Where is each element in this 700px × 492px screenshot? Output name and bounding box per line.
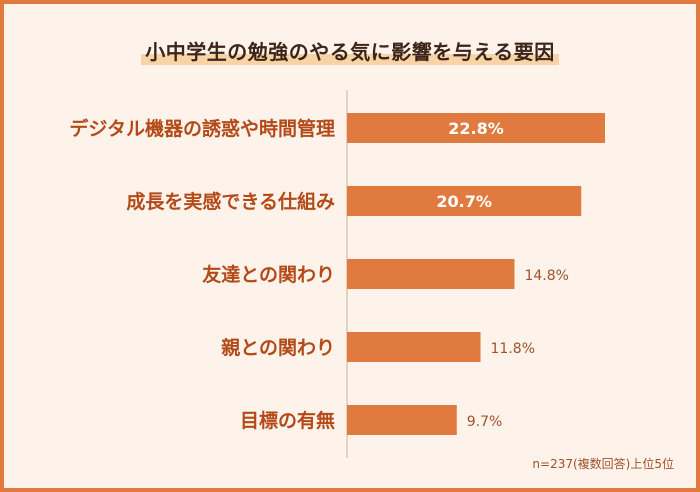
footnote: n=237(複数回答)上位5位 — [532, 457, 674, 471]
bar — [347, 259, 515, 289]
category-label: 親との関わり — [221, 336, 335, 359]
category-label: デジタル機器の誘惑や時間管理 — [69, 117, 335, 140]
category-label: 成長を実感できる仕組み — [126, 190, 335, 213]
value-label: 14.8% — [524, 268, 568, 284]
category-label: 目標の有無 — [240, 409, 335, 432]
value-label: 9.7% — [467, 414, 503, 430]
title-wrap: 小中学生の勉強のやる気に影響を与える要因 — [0, 36, 700, 65]
category-label: 友達との関わり — [202, 263, 335, 286]
value-label: 20.7% — [436, 192, 492, 211]
bar — [347, 113, 605, 143]
value-label: 11.8% — [491, 341, 535, 357]
bar — [347, 186, 582, 216]
chart-title: 小中学生の勉強のやる気に影響を与える要因 — [141, 36, 559, 65]
bar — [347, 405, 457, 435]
value-label: 22.8% — [448, 119, 504, 138]
bars-layer: デジタル機器の誘惑や時間管理 22.8% 成長を実感できる仕組み 20.7% 友達との関… — [69, 90, 605, 458]
bar — [347, 332, 481, 362]
